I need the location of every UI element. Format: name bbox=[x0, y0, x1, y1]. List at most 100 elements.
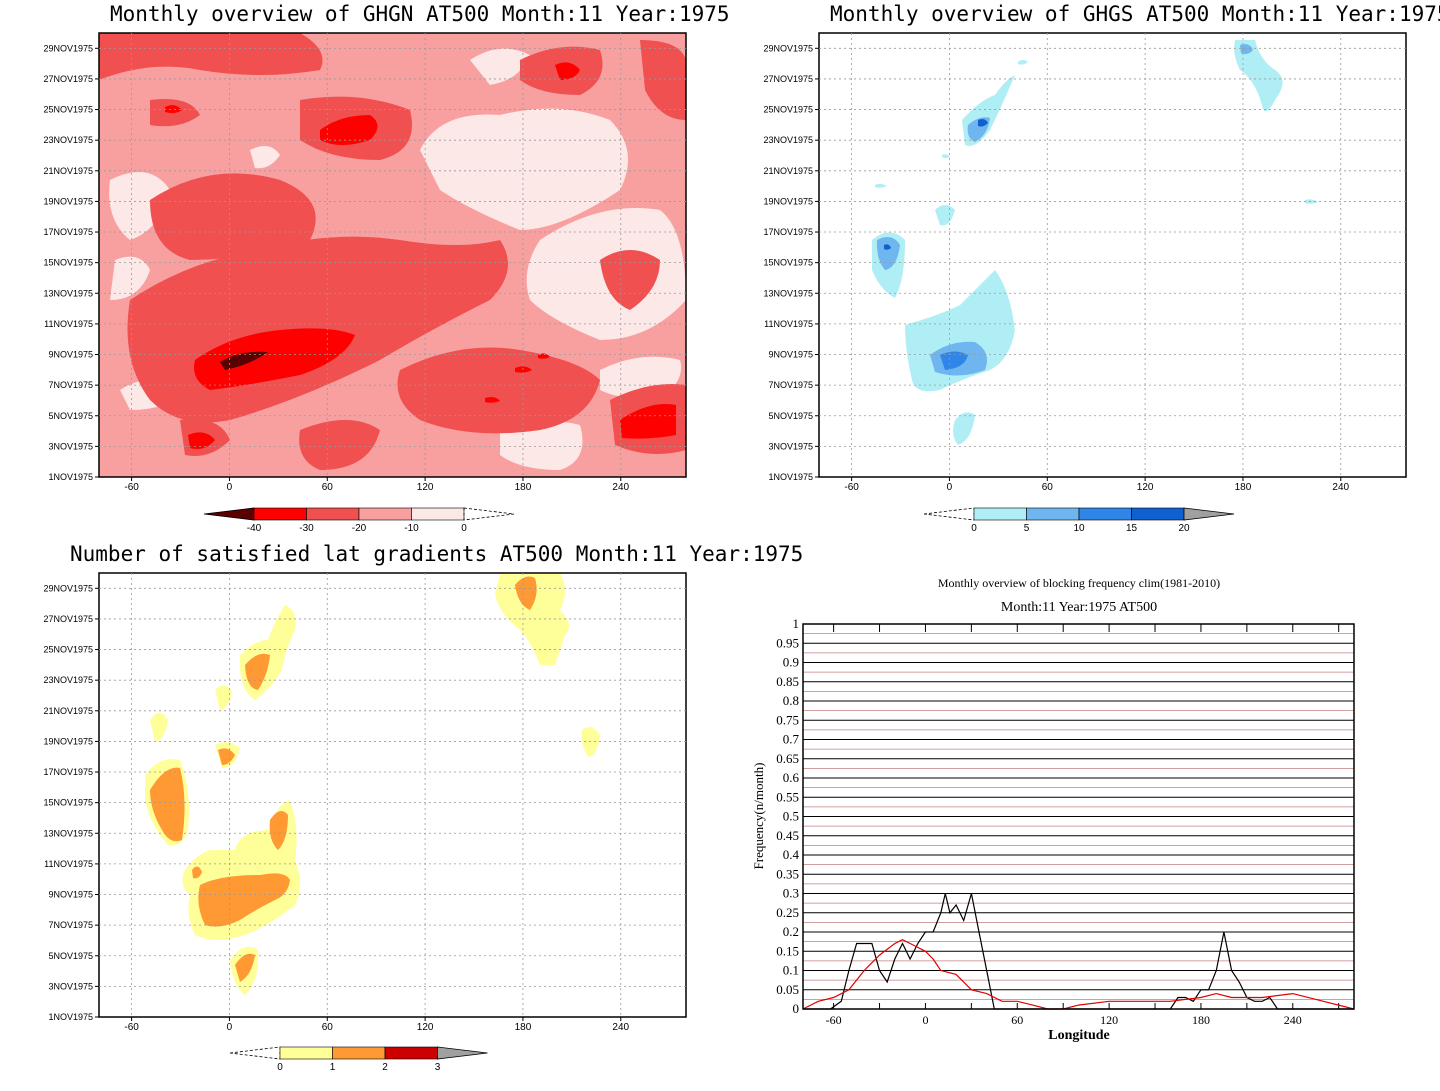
ghgn-title: Monthly overview of GHGN AT500 Month:11 … bbox=[110, 2, 730, 26]
ghgn-colorbar-segment bbox=[306, 507, 360, 521]
grad-ytick-label: 11NOV1975 bbox=[44, 859, 93, 869]
ghgn-ytick-label: 23NOV1975 bbox=[43, 135, 93, 145]
freq-xtick-label: 120 bbox=[1100, 1013, 1118, 1027]
grad-ytick-label: 7NOV1975 bbox=[48, 920, 93, 930]
grad-colorbar-segment bbox=[384, 1046, 438, 1060]
freq-ytick-label: 0.75 bbox=[776, 712, 799, 727]
grad-ytick-label: 21NOV1975 bbox=[43, 706, 93, 716]
grad-ytick-label: 17NOV1975 bbox=[43, 767, 93, 777]
freq-ytick-label: 0.05 bbox=[776, 982, 799, 997]
ghgs-colorbar-segment bbox=[1131, 507, 1185, 521]
grad-colorbar-label: 3 bbox=[435, 1062, 441, 1073]
ghgs-ytick-label: 9NOV1975 bbox=[768, 350, 813, 360]
ghgs-ytick-label: 21NOV1975 bbox=[763, 166, 813, 176]
freq-xtick-label: 60 bbox=[1011, 1013, 1023, 1027]
freq-ytick-label: 0.3 bbox=[783, 886, 799, 901]
grad-colorbar-label: 1 bbox=[330, 1062, 336, 1073]
ghgs-ytick-label: 15NOV1975 bbox=[763, 258, 813, 268]
grad-colorbar-segment bbox=[332, 1046, 386, 1060]
grad-xtick-label: -60 bbox=[124, 1022, 139, 1033]
freq-ytick-label: 0.2 bbox=[783, 924, 799, 939]
grad-ytick-label: 9NOV1975 bbox=[48, 890, 93, 900]
ghgn-ytick-label: 27NOV1975 bbox=[43, 74, 93, 84]
freq-ytick-label: 0 bbox=[793, 1001, 800, 1016]
ghgs-ytick-label: 27NOV1975 bbox=[763, 74, 813, 84]
ghgn-colorbar-label: -20 bbox=[352, 523, 367, 534]
ghgn-ytick-label: 5NOV1975 bbox=[48, 411, 93, 421]
ghgs-ytick-label: 23NOV1975 bbox=[763, 135, 813, 145]
ghgn-ytick-label: 15NOV1975 bbox=[43, 258, 93, 268]
ghgs-ytick-label: 5NOV1975 bbox=[768, 411, 813, 421]
freq-title: Monthly overview of blocking frequency c… bbox=[938, 576, 1220, 590]
ghgn-xtick-label: 180 bbox=[515, 482, 532, 493]
ghgn-ytick-label: 13NOV1975 bbox=[43, 288, 93, 298]
ghgn-colorbar-arrow-right bbox=[463, 507, 515, 521]
ghgs-colorbar-label: 15 bbox=[1126, 523, 1138, 534]
grad-ytick-label: 13NOV1975 bbox=[43, 828, 93, 838]
freq-ytick-label: 1 bbox=[793, 616, 800, 631]
grad-xtick-label: 0 bbox=[227, 1022, 233, 1033]
freq-line-chart: Monthly overview of blocking frequency c… bbox=[751, 576, 1355, 1043]
grad-title: Number of satisfied lat gradients AT500 … bbox=[70, 542, 804, 566]
freq-ytick-label: 0.55 bbox=[776, 789, 799, 804]
freq-ytick-label: 0.65 bbox=[776, 751, 799, 766]
ghgs-ytick-label: 19NOV1975 bbox=[763, 196, 813, 206]
ghgn-colorbar-label: -10 bbox=[404, 523, 419, 534]
freq-ytick-label: 0.6 bbox=[783, 770, 800, 785]
grad-ytick-label: 15NOV1975 bbox=[43, 798, 93, 808]
grad-xtick-label: 60 bbox=[322, 1022, 334, 1033]
ghgs-title: Monthly overview of GHGS AT500 Month:11 … bbox=[830, 2, 1440, 26]
freq-ytick-label: 0.15 bbox=[776, 943, 799, 958]
ghgs-xtick-label: -60 bbox=[844, 482, 859, 493]
ghgn-ytick-label: 1NOV1975 bbox=[48, 472, 93, 482]
freq-series-line-0 bbox=[803, 893, 1354, 1010]
freq-ylabel: Frequency(n/month) bbox=[751, 763, 766, 870]
freq-xtick-label: -60 bbox=[826, 1013, 842, 1027]
grad-ytick-label: 23NOV1975 bbox=[43, 675, 93, 685]
grad-xtick-label: 120 bbox=[417, 1022, 434, 1033]
ghgs-ytick-label: 13NOV1975 bbox=[763, 288, 813, 298]
ghgs-ytick-label: 25NOV1975 bbox=[763, 105, 813, 115]
ghgs-colorbar-label: 20 bbox=[1178, 523, 1190, 534]
freq-ytick-label: 0.9 bbox=[783, 655, 799, 670]
freq-ytick-label: 0.7 bbox=[783, 732, 800, 747]
freq-ytick-label: 0.35 bbox=[776, 866, 799, 881]
ghgs-ytick-label: 11NOV1975 bbox=[764, 319, 813, 329]
ghgn-ytick-label: 11NOV1975 bbox=[44, 319, 93, 329]
ghgs-xtick-label: 180 bbox=[1235, 482, 1252, 493]
ghgn-ytick-label: 19NOV1975 bbox=[43, 196, 93, 206]
ghgs-ytick-label: 29NOV1975 bbox=[763, 43, 813, 53]
grad-colorbar-segment bbox=[279, 1046, 333, 1060]
ghgn-xtick-label: 0 bbox=[227, 482, 233, 493]
grad-ytick-label: 27NOV1975 bbox=[43, 614, 93, 624]
freq-xtick-label: 180 bbox=[1192, 1013, 1210, 1027]
ghgn-ytick-label: 7NOV1975 bbox=[48, 380, 93, 390]
ghgs-heatmap bbox=[818, 32, 1407, 478]
grad-xtick-label: 180 bbox=[515, 1022, 532, 1033]
ghgs-ytick-label: 3NOV1975 bbox=[768, 441, 813, 451]
ghgn-colorbar-segment bbox=[358, 507, 412, 521]
ghgs-xtick-label: 120 bbox=[1137, 482, 1154, 493]
freq-xlabel: Longitude bbox=[1048, 1028, 1109, 1043]
ghgs-ytick-label: 7NOV1975 bbox=[768, 380, 813, 390]
ghgn-colorbar-arrow-left bbox=[203, 507, 255, 521]
grad-colorbar-arrow-right bbox=[437, 1046, 488, 1060]
ghgn-ytick-label: 9NOV1975 bbox=[48, 350, 93, 360]
ghgs-colorbar-segment bbox=[1026, 507, 1080, 521]
ghgn-xtick-label: 240 bbox=[612, 482, 629, 493]
ghgn-ytick-label: 25NOV1975 bbox=[43, 105, 93, 115]
ghgn-ytick-label: 21NOV1975 bbox=[43, 166, 93, 176]
grad-colorbar-arrow-left bbox=[229, 1046, 281, 1060]
ghgs-colorbar-segment bbox=[1078, 507, 1132, 521]
freq-ytick-label: 0.85 bbox=[776, 674, 799, 689]
ghgs-xtick-label: 240 bbox=[1332, 482, 1349, 493]
freq-ytick-label: 0.8 bbox=[783, 693, 799, 708]
grad-ytick-label: 29NOV1975 bbox=[43, 583, 93, 593]
ghgs-ytick-label: 17NOV1975 bbox=[763, 227, 813, 237]
grad-ytick-label: 1NOV1975 bbox=[48, 1012, 93, 1022]
freq-subtitle: Month:11 Year:1975 AT500 bbox=[1001, 600, 1157, 615]
freq-ytick-label: 0.5 bbox=[783, 809, 799, 824]
grad-heatmap bbox=[98, 572, 687, 1018]
ghgn-xtick-label: 120 bbox=[417, 482, 434, 493]
